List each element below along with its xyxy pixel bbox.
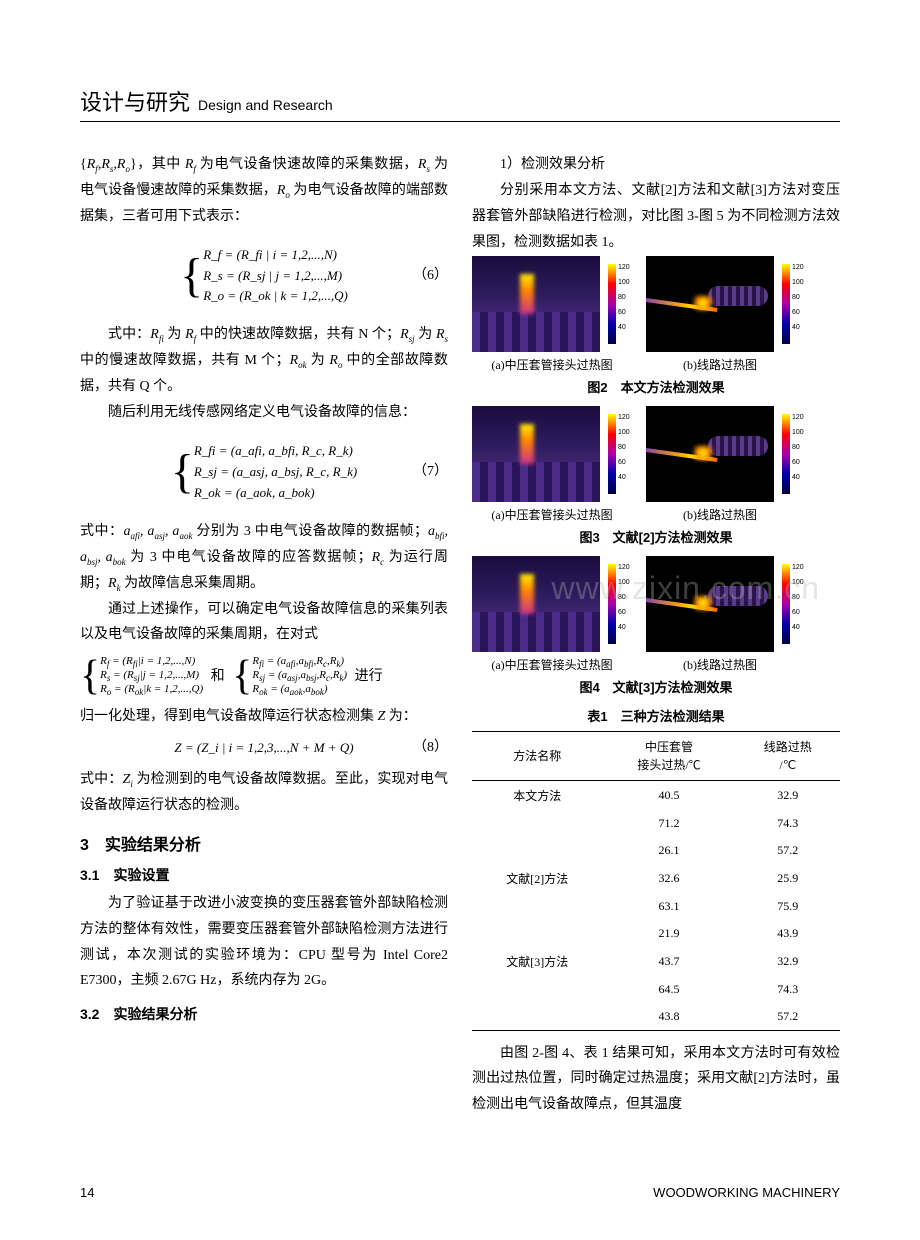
- section-3-2-heading: 3.2 实验结果分析: [80, 1004, 448, 1024]
- table-cell: [472, 1003, 603, 1031]
- fig2b-thermal-image: [646, 256, 774, 352]
- table-cell: 本文方法: [472, 780, 603, 810]
- header-en: Design and Research: [198, 97, 333, 113]
- eq7-number: （7）: [413, 461, 448, 483]
- fig3-title: 图3 文献[2]方法检测效果: [472, 527, 840, 546]
- inline-equations: { Rf = (Rfi|i = 1,2,...,N) Rs = (Rsj|j =…: [80, 652, 448, 700]
- figure-4-images: 120100806040 120100806040: [472, 556, 840, 652]
- table-cell: [472, 976, 603, 1003]
- right-p1-title: 1）检测效果分析: [472, 152, 840, 178]
- header-cn: 设计与研究: [80, 85, 190, 117]
- fig4b-thermal-image: [646, 556, 774, 652]
- right-p1: 分别采用本文方法、文献[2]方法和文献[3]方法对变压器套管外部缺陷进行检测，对…: [472, 178, 840, 256]
- page-header: 设计与研究 Design and Research: [80, 85, 840, 122]
- table-cell: [472, 810, 603, 837]
- table-header: 线路过热/℃: [736, 731, 840, 780]
- page-footer: 14 WOODWORKING MACHINERY: [80, 1185, 840, 1200]
- left-p7: 为了验证基于改进小波变换的变压器套管外部缺陷检测方法的整体有效性，需要变压器套管…: [80, 891, 448, 995]
- table-header: 方法名称: [472, 731, 603, 780]
- colorbar-icon: 120100806040: [782, 256, 812, 352]
- table-cell: 57.2: [736, 1003, 840, 1031]
- colorbar-icon: 120100806040: [608, 406, 638, 502]
- fig2-title: 图2 本文方法检测效果: [472, 377, 840, 396]
- left-p4: 式中：aafi, aasj, aaok 分别为 3 中电气设备故障的数据帧；ab…: [80, 519, 448, 597]
- table-cell: 74.3: [736, 976, 840, 1003]
- right-p-end: 由图 2-图 4、表 1 结果可知，采用本文方法时可有效检测出过热位置，同时确定…: [472, 1041, 840, 1119]
- fig3a-thermal-image: [472, 406, 600, 502]
- table1-title: 表1 三种方法检测结果: [472, 706, 840, 725]
- table-cell: 71.2: [603, 810, 736, 837]
- section-3-1-heading: 3.1 实验设置: [80, 865, 448, 885]
- table-1: 方法名称 中压套管接头过热/℃ 线路过热/℃ 本文方法40.532.971.27…: [472, 731, 840, 1031]
- equation-7: { R_fi = (a_afi, a_bfi, R_c, R_k) R_sj =…: [80, 434, 448, 511]
- table-cell: [472, 837, 603, 864]
- colorbar-icon: 120100806040: [782, 556, 812, 652]
- eq6-number: （6）: [413, 265, 448, 287]
- colorbar-icon: 120100806040: [782, 406, 812, 502]
- table-cell: 21.9: [603, 920, 736, 947]
- fig4-subcaptions: (a)中压套管接头过热图 (b)线路过热图: [472, 656, 840, 673]
- left-p2: 式中：Rfi 为 Rf 中的快速故障数据，共有 N 个；Rsj 为 Rs 中的慢…: [80, 322, 448, 400]
- left-p5b: 归一化处理，得到电气设备故障运行状态检测集 Z 为：: [80, 704, 448, 730]
- fig3b-thermal-image: [646, 406, 774, 502]
- content-columns: {Rf,Rs,Ro}，其中 Rf 为电气设备快速故障的采集数据，Rs 为电气设备…: [80, 152, 840, 1118]
- figure-2-images: 120100806040 120100806040: [472, 256, 840, 352]
- left-p1: {Rf,Rs,Ro}，其中 Rf 为电气设备快速故障的采集数据，Rs 为电气设备…: [80, 152, 448, 230]
- table-cell: 64.5: [603, 976, 736, 1003]
- table-cell: 43.9: [736, 920, 840, 947]
- table-cell: 43.7: [603, 947, 736, 976]
- table-cell: 63.1: [603, 893, 736, 920]
- table-cell: 32.9: [736, 947, 840, 976]
- page-number: 14: [80, 1185, 94, 1200]
- table-cell: 43.8: [603, 1003, 736, 1031]
- fig2-subcaptions: (a)中压套管接头过热图 (b)线路过热图: [472, 356, 840, 373]
- fig2a-thermal-image: [472, 256, 600, 352]
- fig4-title: 图4 文献[3]方法检测效果: [472, 677, 840, 696]
- fig3-subcaptions: (a)中压套管接头过热图 (b)线路过热图: [472, 506, 840, 523]
- left-p6: 式中：Zi 为检测到的电气设备故障数据。至此，实现对电气设备故障运行状态的检测。: [80, 767, 448, 819]
- equation-6: { R_f = (R_fi | i = 1,2,...,N) R_s = (R_…: [80, 238, 448, 315]
- table-cell: 75.9: [736, 893, 840, 920]
- table-cell: 26.1: [603, 837, 736, 864]
- equation-8: Z = (Z_i | i = 1,2,3,...,N + M + Q) （8）: [80, 738, 448, 759]
- table-cell: 文献[2]方法: [472, 864, 603, 893]
- table-cell: 40.5: [603, 780, 736, 810]
- table-cell: 文献[3]方法: [472, 947, 603, 976]
- table-cell: 57.2: [736, 837, 840, 864]
- figure-3-images: 120100806040 120100806040: [472, 406, 840, 502]
- colorbar-icon: 120100806040: [608, 256, 638, 352]
- table-cell: 25.9: [736, 864, 840, 893]
- left-p5: 通过上述操作，可以确定电气设备故障信息的采集列表以及电气设备故障的采集周期，在对…: [80, 597, 448, 649]
- left-p3: 随后利用无线传感网络定义电气设备故障的信息：: [80, 400, 448, 426]
- section-3-heading: 3 实验结果分析: [80, 831, 448, 855]
- table-cell: 74.3: [736, 810, 840, 837]
- right-column: 1）检测效果分析 分别采用本文方法、文献[2]方法和文献[3]方法对变压器套管外…: [472, 152, 840, 1118]
- table-header: 中压套管接头过热/℃: [603, 731, 736, 780]
- fig4a-thermal-image: [472, 556, 600, 652]
- table-cell: 32.9: [736, 780, 840, 810]
- journal-name: WOODWORKING MACHINERY: [653, 1185, 840, 1200]
- table-cell: [472, 893, 603, 920]
- table-cell: 32.6: [603, 864, 736, 893]
- eq8-number: （8）: [413, 737, 448, 759]
- colorbar-icon: 120100806040: [608, 556, 638, 652]
- table-cell: [472, 920, 603, 947]
- left-column: {Rf,Rs,Ro}，其中 Rf 为电气设备快速故障的采集数据，Rs 为电气设备…: [80, 152, 448, 1118]
